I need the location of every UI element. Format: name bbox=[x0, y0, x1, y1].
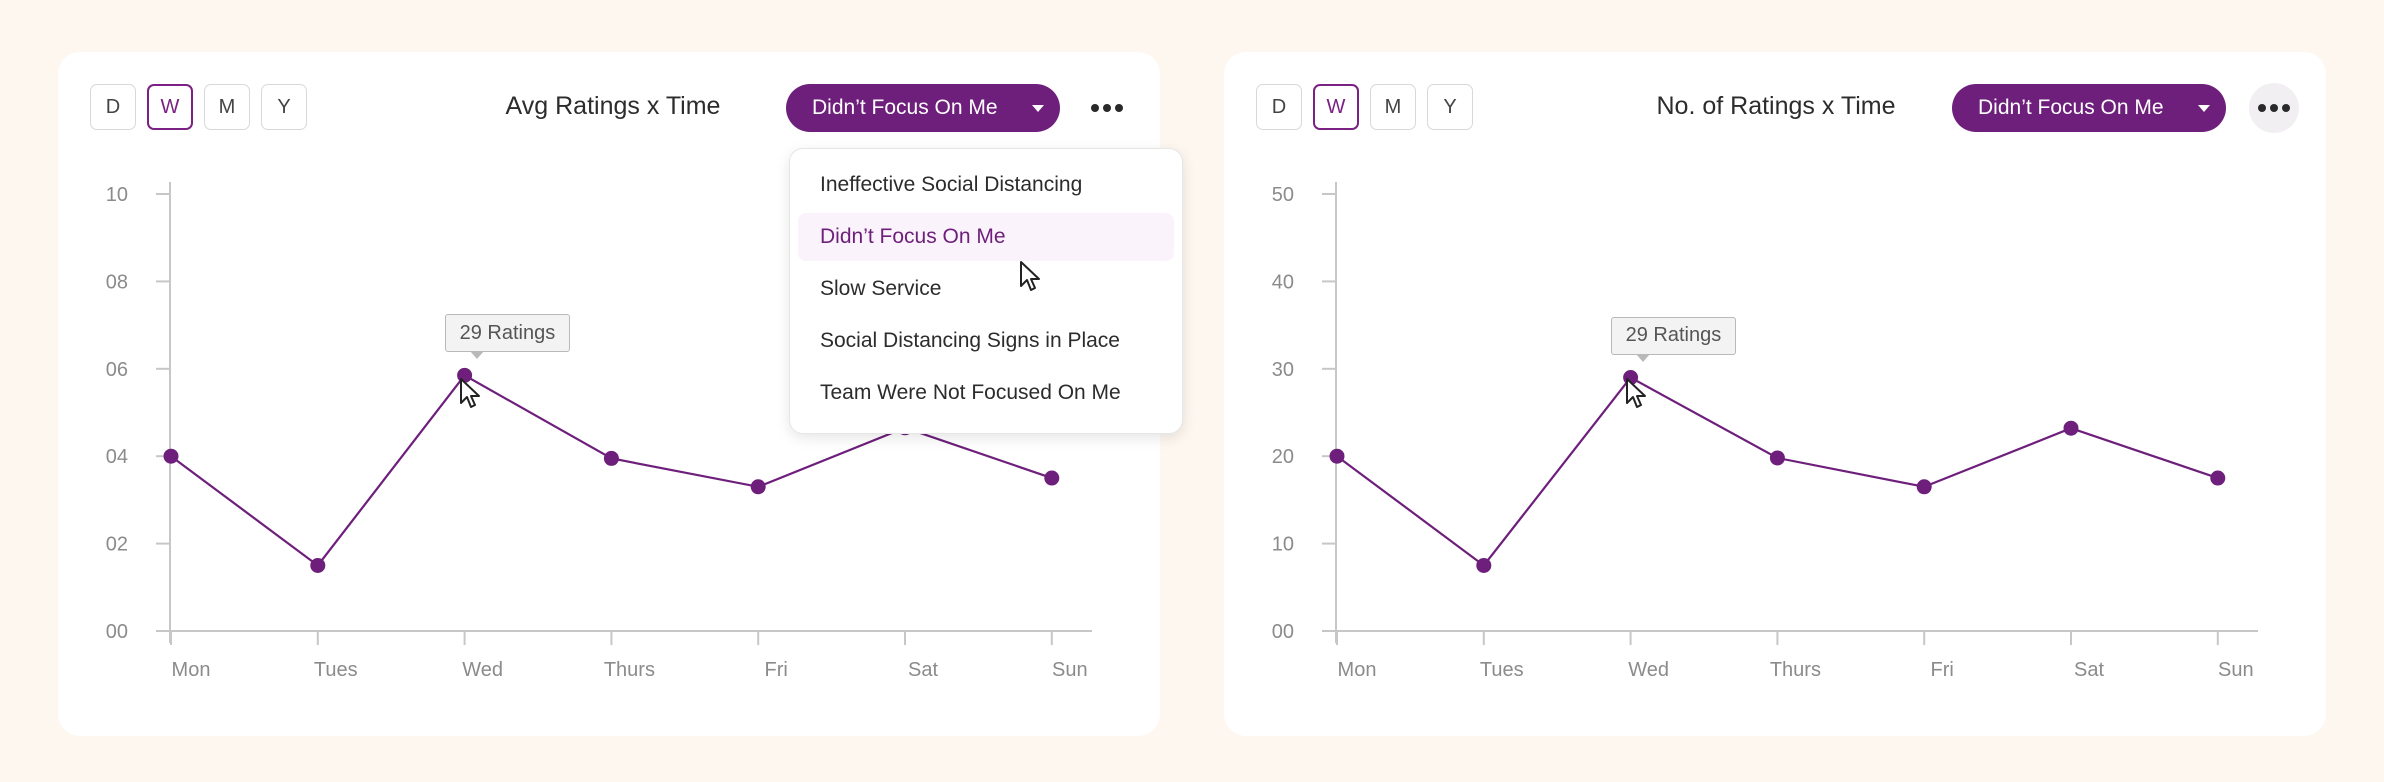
x-tick-label: Fri bbox=[765, 659, 788, 681]
mouse-pointer-icon bbox=[1020, 261, 1040, 291]
num-ratings-card: D W M Y No. of Ratings x Time Didn’t Foc… bbox=[1224, 52, 2326, 736]
data-point[interactable] bbox=[310, 557, 326, 573]
filter-dropdown-button[interactable]: Didn’t Focus On Me bbox=[1952, 84, 2226, 132]
x-tick-label: Sun bbox=[1052, 659, 1088, 681]
period-month-button[interactable]: M bbox=[204, 84, 250, 130]
period-year-button[interactable]: Y bbox=[1427, 84, 1473, 130]
y-tick-label: 40 bbox=[1272, 271, 1294, 293]
y-tick-label: 50 bbox=[1272, 184, 1294, 206]
x-tick-label: Wed bbox=[462, 659, 503, 681]
filter-dropdown-label: Didn’t Focus On Me bbox=[812, 96, 998, 119]
caret-down-icon bbox=[2198, 105, 2210, 112]
x-tick-label: Tues bbox=[314, 659, 358, 681]
data-point[interactable] bbox=[1769, 450, 1785, 466]
y-tick-label: 30 bbox=[1272, 359, 1294, 381]
y-tick-label: 06 bbox=[106, 359, 128, 381]
data-point[interactable] bbox=[1916, 479, 1932, 495]
point-tooltip: 29 Ratings bbox=[1610, 316, 1737, 362]
x-tick-label: Mon bbox=[172, 659, 211, 681]
data-point[interactable] bbox=[2063, 420, 2079, 436]
data-point[interactable] bbox=[1329, 448, 1345, 464]
mouse-pointer-icon bbox=[1626, 378, 1646, 408]
data-point[interactable] bbox=[603, 450, 619, 466]
menu-item-social-distancing-signs[interactable]: Social Distancing Signs in Place bbox=[820, 329, 1120, 352]
y-tick-label: 04 bbox=[106, 446, 128, 468]
period-day-button[interactable]: D bbox=[90, 84, 136, 130]
x-tick-label: Fri bbox=[1931, 659, 1954, 681]
more-options-button[interactable] bbox=[2249, 83, 2299, 133]
y-tick-label: 00 bbox=[1272, 621, 1294, 643]
y-tick-label: 10 bbox=[1272, 534, 1294, 556]
period-month-button[interactable]: M bbox=[1370, 84, 1416, 130]
x-tick-label: Sat bbox=[908, 659, 938, 681]
data-point[interactable] bbox=[750, 479, 766, 495]
x-tick-label: Wed bbox=[1628, 659, 1669, 681]
chart-title: Avg Ratings x Time bbox=[505, 92, 721, 120]
x-tick-label: Sat bbox=[2074, 659, 2104, 681]
data-point[interactable] bbox=[1044, 470, 1060, 486]
y-tick-label: 08 bbox=[106, 271, 128, 293]
y-tick-label: 20 bbox=[1272, 446, 1294, 468]
chart-title: No. of Ratings x Time bbox=[1656, 92, 1896, 120]
menu-item-slow-service[interactable]: Slow Service bbox=[820, 277, 942, 300]
x-tick-label: Thurs bbox=[604, 659, 655, 681]
series-line bbox=[1336, 376, 2219, 567]
y-tick-label: 10 bbox=[106, 184, 128, 206]
more-horizontal-icon bbox=[2256, 104, 2292, 112]
mouse-pointer-icon bbox=[460, 378, 480, 408]
data-point[interactable] bbox=[1476, 557, 1492, 573]
menu-item-didnt-focus-on-me[interactable]: Didn’t Focus On Me bbox=[798, 213, 1174, 261]
period-selector: D W M Y bbox=[90, 84, 318, 130]
y-tick-label: 02 bbox=[106, 534, 128, 556]
x-tick-label: Tues bbox=[1480, 659, 1524, 681]
x-tick-label: Mon bbox=[1338, 659, 1377, 681]
menu-item-ineffective-social-distancing[interactable]: Ineffective Social Distancing bbox=[820, 173, 1083, 196]
x-tick-label: Sun bbox=[2218, 659, 2254, 681]
data-point[interactable] bbox=[163, 448, 179, 464]
menu-item-team-not-focused[interactable]: Team Were Not Focused On Me bbox=[820, 381, 1121, 404]
more-options-button[interactable] bbox=[1082, 83, 1132, 133]
period-year-button[interactable]: Y bbox=[261, 84, 307, 130]
more-horizontal-icon bbox=[1089, 104, 1125, 112]
period-week-button[interactable]: W bbox=[1313, 84, 1359, 130]
caret-down-icon bbox=[1032, 105, 1044, 112]
y-tick-label: 00 bbox=[106, 621, 128, 643]
data-point[interactable] bbox=[2210, 470, 2226, 486]
point-tooltip: 29 Ratings bbox=[444, 314, 571, 360]
filter-dropdown-button[interactable]: Didn’t Focus On Me bbox=[786, 84, 1060, 132]
filter-dropdown-menu: Ineffective Social Distancing Didn’t Foc… bbox=[789, 148, 1183, 434]
period-day-button[interactable]: D bbox=[1256, 84, 1302, 130]
x-tick-label: Thurs bbox=[1770, 659, 1821, 681]
filter-dropdown-label: Didn’t Focus On Me bbox=[1978, 96, 2164, 119]
period-week-button[interactable]: W bbox=[147, 84, 193, 130]
period-selector: D W M Y bbox=[1256, 84, 1484, 130]
